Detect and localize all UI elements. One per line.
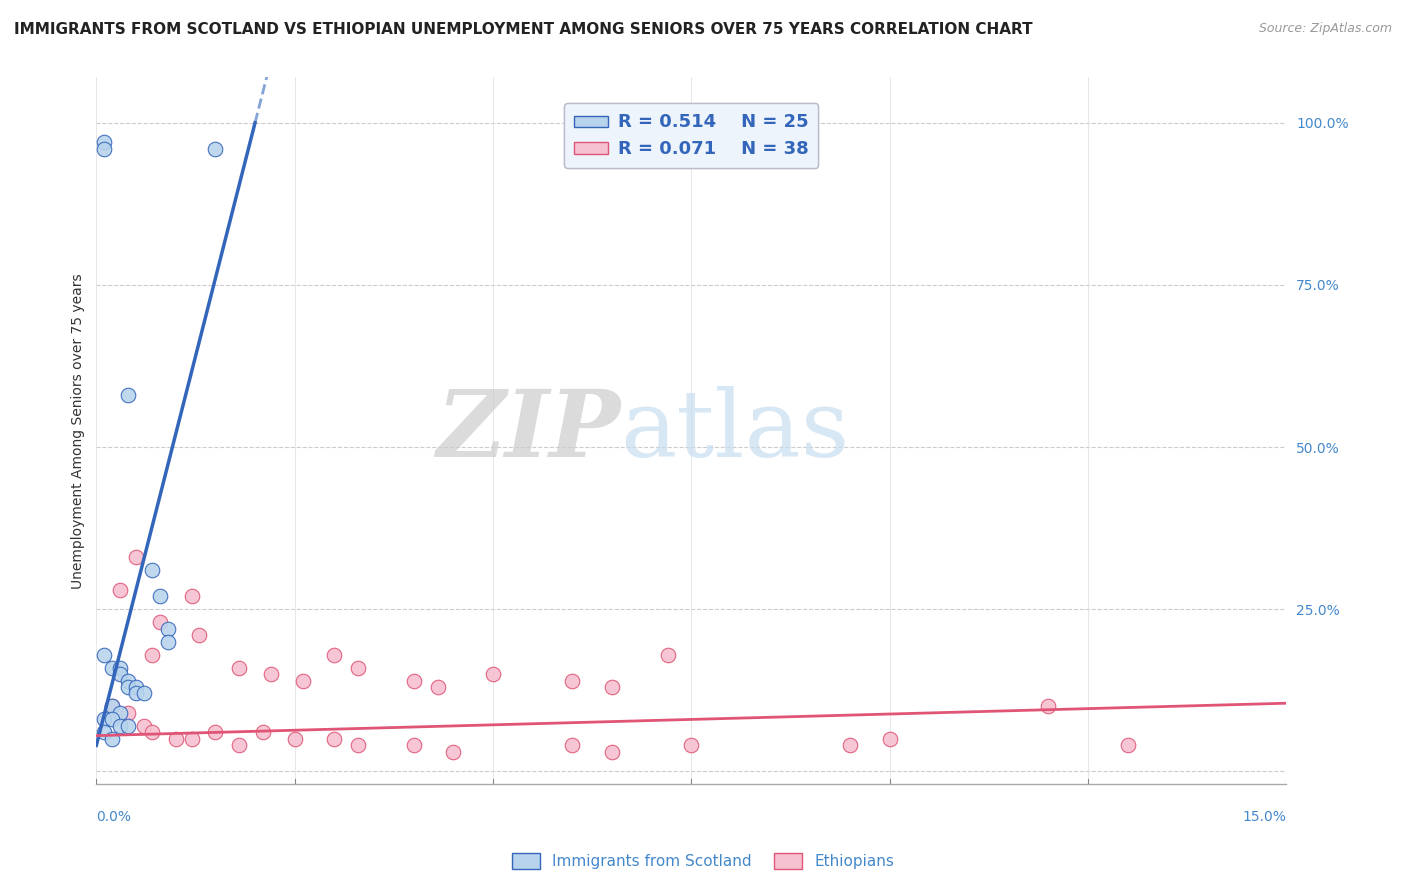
Point [657,648,679,662]
Point [180,731,202,746]
Text: 0.0%: 0.0% [97,810,131,824]
Point [132,719,155,733]
Point [117,680,139,694]
Point [132,686,155,700]
Point [204,725,226,739]
Point [347,739,370,753]
Point [101,713,124,727]
Point [125,686,148,700]
Point [600,745,623,759]
Point [228,660,250,674]
Point [681,739,703,753]
Text: 15.0%: 15.0% [1243,810,1286,824]
Point [839,739,862,753]
Point [165,731,187,746]
Point [108,582,131,597]
Point [284,731,307,746]
Point [117,388,139,402]
Point [1038,699,1060,714]
Point [101,699,124,714]
Point [141,725,163,739]
Point [125,680,148,694]
Point [108,719,131,733]
Text: ZIP: ZIP [436,386,620,475]
Point [117,706,139,720]
Point [149,615,172,629]
Legend: R = 0.514    N = 25, R = 0.071    N = 38: R = 0.514 N = 25, R = 0.071 N = 38 [564,103,818,168]
Point [323,731,346,746]
Point [93,142,115,156]
Point [108,667,131,681]
Point [561,673,583,688]
Point [101,660,124,674]
Point [180,589,202,603]
Point [347,660,370,674]
Point [228,739,250,753]
Point [1116,739,1139,753]
Point [156,622,179,636]
Point [260,667,283,681]
Point [93,136,115,150]
Point [188,628,211,642]
Point [141,563,163,577]
Point [402,739,425,753]
Point [561,739,583,753]
Point [149,589,172,603]
Point [117,719,139,733]
Text: IMMIGRANTS FROM SCOTLAND VS ETHIOPIAN UNEMPLOYMENT AMONG SENIORS OVER 75 YEARS C: IMMIGRANTS FROM SCOTLAND VS ETHIOPIAN UN… [14,22,1032,37]
Point [204,142,226,156]
Point [156,634,179,648]
Point [101,699,124,714]
Point [879,731,901,746]
Point [125,550,148,565]
Point [402,673,425,688]
Point [93,725,115,739]
Point [101,731,124,746]
Point [323,648,346,662]
Point [426,680,449,694]
Point [108,706,131,720]
Point [291,673,314,688]
Text: atlas: atlas [620,386,849,475]
Point [108,660,131,674]
Point [482,667,505,681]
Point [600,680,623,694]
Y-axis label: Unemployment Among Seniors over 75 years: Unemployment Among Seniors over 75 years [72,273,86,589]
Point [93,713,115,727]
Point [117,673,139,688]
Point [93,648,115,662]
Point [252,725,274,739]
Legend: Immigrants from Scotland, Ethiopians: Immigrants from Scotland, Ethiopians [506,847,900,875]
Point [141,648,163,662]
Point [441,745,464,759]
Text: Source: ZipAtlas.com: Source: ZipAtlas.com [1258,22,1392,36]
